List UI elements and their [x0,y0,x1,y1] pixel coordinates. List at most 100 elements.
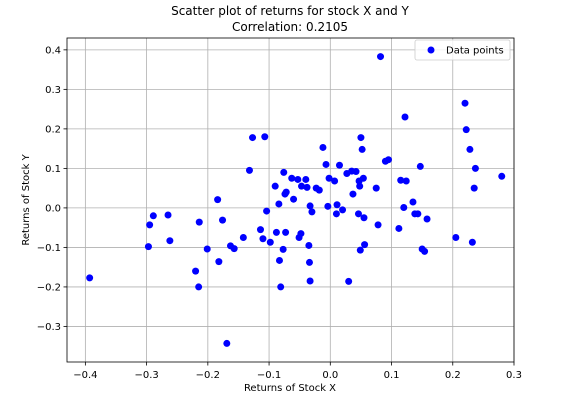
data-point [282,188,290,196]
x-tick-label: 0.0 [322,370,338,381]
data-point [358,145,366,153]
data-point [279,245,287,253]
grid [67,38,515,362]
chart-title: Scatter plot of returns for stock X and … [171,4,409,18]
data-point [166,237,174,245]
x-tick-label: −0.2 [196,370,220,381]
data-point [294,175,302,183]
data-point [349,190,357,198]
data-point [305,241,313,249]
data-point [332,210,340,218]
data-point [272,228,280,236]
data-point [357,134,365,142]
data-point [322,160,330,168]
data-point [215,258,223,266]
y-tick-label: 0.3 [45,85,61,96]
data-point [452,234,460,242]
data-point [356,182,364,190]
data-point [345,277,353,285]
data-points [86,53,506,347]
data-point [470,184,478,192]
plot-frame [66,37,515,363]
x-tick-label: 0.2 [445,370,461,381]
data-point [144,243,152,251]
data-point [280,168,288,176]
data-point [395,224,403,232]
data-point [290,195,298,203]
data-point [306,277,314,285]
y-tick-label: −0.2 [37,282,61,293]
data-point [297,230,305,238]
legend-box [414,39,511,61]
data-point [230,245,238,253]
data-point [466,145,474,153]
data-point [282,228,290,236]
data-point [195,283,203,291]
y-tick-label: −0.1 [37,243,61,254]
y-tick-label: 0.0 [45,203,61,214]
data-point [468,238,476,246]
data-point [192,267,200,275]
data-point [219,216,227,224]
data-point [354,210,362,218]
data-point [261,133,269,141]
data-point [298,182,306,190]
data-point [164,211,172,219]
data-point [263,207,271,215]
data-point [335,161,343,169]
data-point [223,339,231,347]
data-point [266,238,274,246]
data-point [149,212,157,220]
x-tick-label: −0.4 [73,370,97,381]
data-point [377,53,385,61]
data-point [308,208,316,216]
y-axis-label: Returns of Stock Y [21,153,32,245]
data-point [306,202,314,210]
data-point [277,283,285,291]
data-point [400,204,408,212]
data-point [333,201,341,209]
data-point [360,214,368,222]
data-point [331,177,339,185]
data-point [86,274,94,282]
x-tick-label: 0.3 [506,370,522,381]
data-point [498,172,506,180]
data-point [324,202,332,210]
data-point [146,221,154,229]
data-point [374,221,382,229]
data-point [303,183,311,191]
data-point [256,226,264,234]
x-axis-label: Returns of Stock X [244,383,336,394]
y-tick-label: 0.1 [45,164,61,175]
data-point [462,126,470,134]
data-point [275,256,283,264]
data-point [402,177,410,185]
data-point [401,113,409,121]
data-point [271,182,279,190]
data-point [423,215,431,223]
data-point [339,206,347,214]
data-point [416,162,424,170]
data-point [359,174,367,182]
data-point [203,245,211,253]
data-point [461,99,469,107]
data-point [195,218,203,226]
data-point [361,241,369,249]
legend: Data points [414,39,511,61]
legend-label: Data points [446,46,504,57]
data-point [421,247,429,255]
data-point [315,186,323,194]
data-point [372,184,380,192]
data-point [245,166,253,174]
data-point [325,174,333,182]
x-tick-label: −0.1 [257,370,281,381]
data-point [305,258,313,266]
data-point [214,196,222,204]
data-point [356,246,364,254]
x-tick-label: 0.1 [384,370,400,381]
data-point [414,210,422,218]
data-point [397,176,405,184]
data-point [275,200,283,208]
data-point [409,198,417,206]
